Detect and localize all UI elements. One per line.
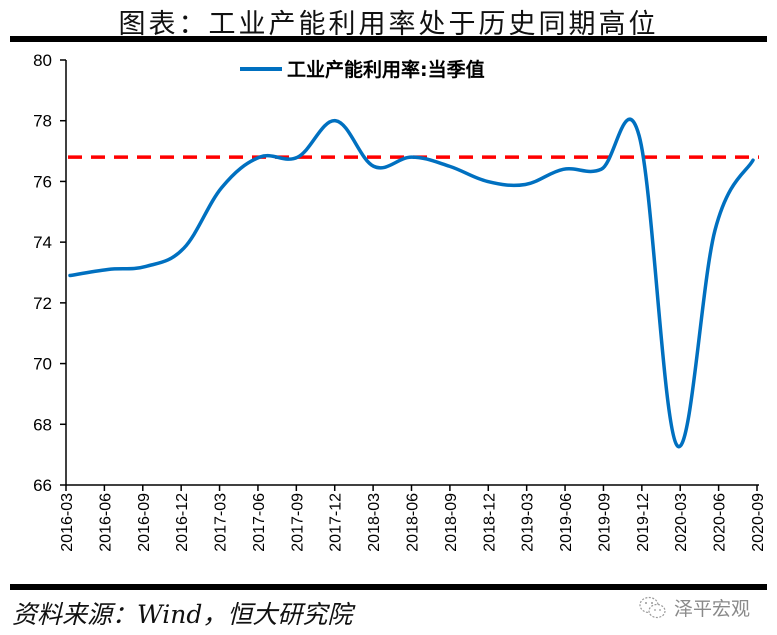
y-tick-label: 72 bbox=[33, 294, 52, 313]
y-tick-label: 66 bbox=[33, 476, 52, 495]
legend-label: 工业产能利用率:当季值 bbox=[287, 58, 485, 81]
bottom-divider bbox=[10, 584, 767, 590]
source-note: 资料来源：Wind，恒大研究院 bbox=[12, 600, 353, 629]
legend: 工业产能利用率:当季值 bbox=[240, 58, 485, 81]
x-tick-label: 2020-09 bbox=[750, 493, 767, 552]
x-tick-label: 2018-06 bbox=[405, 493, 422, 552]
x-tick-label: 2018-09 bbox=[443, 493, 460, 552]
x-tick-label: 2020-03 bbox=[673, 493, 690, 552]
series-line bbox=[68, 117, 755, 449]
x-tick-label: 2019-06 bbox=[558, 493, 575, 552]
y-tick-label: 74 bbox=[33, 233, 52, 252]
x-tick-label: 2019-12 bbox=[635, 493, 652, 552]
watermark: 泽平宏观 bbox=[638, 594, 750, 621]
y-axis: 66 68 70 72 74 76 78 80 bbox=[33, 51, 67, 495]
x-axis: 2016-03 2016-06 2016-09 2016-12 2017-03 2017-… bbox=[59, 484, 767, 552]
x-tick-label: 2017-12 bbox=[328, 493, 345, 552]
x-tick-label: 2017-09 bbox=[289, 493, 306, 552]
top-divider bbox=[10, 36, 767, 42]
y-tick-label: 78 bbox=[33, 112, 52, 131]
x-tick-label: 2019-09 bbox=[596, 493, 613, 552]
x-tick-label: 2016-03 bbox=[59, 493, 76, 552]
x-tick-label: 2018-12 bbox=[481, 493, 498, 552]
wechat-icon bbox=[638, 595, 668, 621]
x-tick-label: 2016-06 bbox=[97, 493, 114, 552]
y-tick-label: 70 bbox=[33, 355, 52, 374]
x-tick-label: 2018-03 bbox=[366, 493, 383, 552]
x-tick-label: 2019-03 bbox=[520, 493, 537, 552]
chart-title: 图表：工业产能利用率处于历史同期高位 bbox=[118, 9, 659, 40]
y-tick-label: 68 bbox=[33, 415, 52, 434]
x-tick-label: 2017-03 bbox=[213, 493, 230, 552]
x-tick-label: 2020-06 bbox=[712, 493, 729, 552]
x-tick-label: 2016-09 bbox=[136, 493, 153, 552]
watermark-text: 泽平宏观 bbox=[674, 598, 751, 620]
x-tick-label: 2016-12 bbox=[174, 493, 191, 552]
y-tick-label: 76 bbox=[33, 172, 52, 191]
y-tick-label: 80 bbox=[33, 51, 52, 70]
x-tick-label: 2017-06 bbox=[251, 493, 268, 552]
